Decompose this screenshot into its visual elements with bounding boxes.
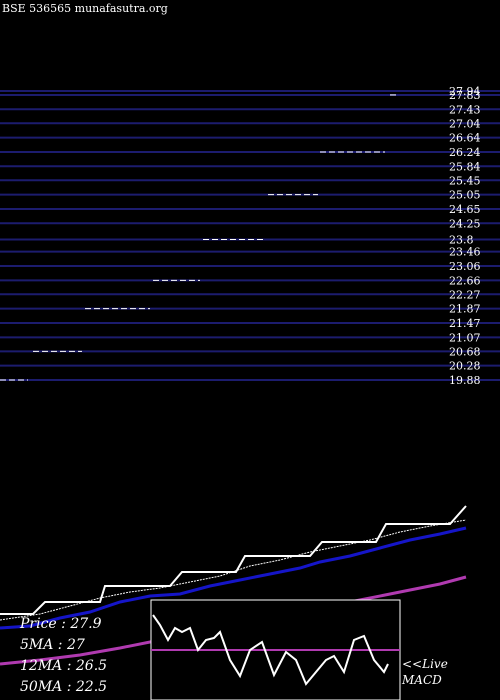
tick-label: 23.06 xyxy=(449,260,481,273)
tick-label: 26.64 xyxy=(449,132,481,145)
tick-label: 27.94 xyxy=(449,85,481,98)
live-macd-link[interactable]: <<Live MACD xyxy=(402,656,448,688)
macd-line xyxy=(152,614,389,686)
tick-label: 23.46 xyxy=(449,246,481,259)
ma50-stat: 50MA : 22.5 xyxy=(20,679,108,695)
tick-label: 22.27 xyxy=(449,288,481,301)
price-stat: Price : 27.9 xyxy=(20,616,102,632)
tick-label: 27.83 xyxy=(449,89,481,102)
tick-label: 23.8 xyxy=(449,233,474,246)
macd-label: MACD xyxy=(402,673,442,687)
tick-label: 24.65 xyxy=(449,203,481,216)
ma12-line xyxy=(0,526,467,630)
ma5-stat: 5MA : 27 xyxy=(20,637,85,653)
tick-label: 21.87 xyxy=(449,303,481,316)
tick-label: 27.04 xyxy=(449,117,481,130)
tick-label: 25.45 xyxy=(449,174,481,187)
tick-label: 27.43 xyxy=(449,103,481,116)
tick-label: 21.47 xyxy=(449,317,481,330)
tick-label: 19.88 xyxy=(449,374,481,387)
tick-label: 21.07 xyxy=(449,331,481,344)
tick-label: 25.84 xyxy=(449,160,481,173)
tick-label: 24.25 xyxy=(449,217,481,230)
ma12-stat: 12MA : 26.5 xyxy=(20,658,108,674)
price-line xyxy=(0,505,467,615)
price-segments xyxy=(0,94,398,381)
tick-label: 20.28 xyxy=(449,360,481,373)
live-label: <<Live xyxy=(402,657,448,671)
tick-label: 26.24 xyxy=(449,146,481,159)
tick-label: 22.66 xyxy=(449,274,481,287)
tick-label: 20.68 xyxy=(449,345,481,358)
tick-label: 25.05 xyxy=(449,189,481,202)
source-title: BSE 536565 munafasutra.org xyxy=(2,2,168,15)
level-lines xyxy=(0,90,500,381)
